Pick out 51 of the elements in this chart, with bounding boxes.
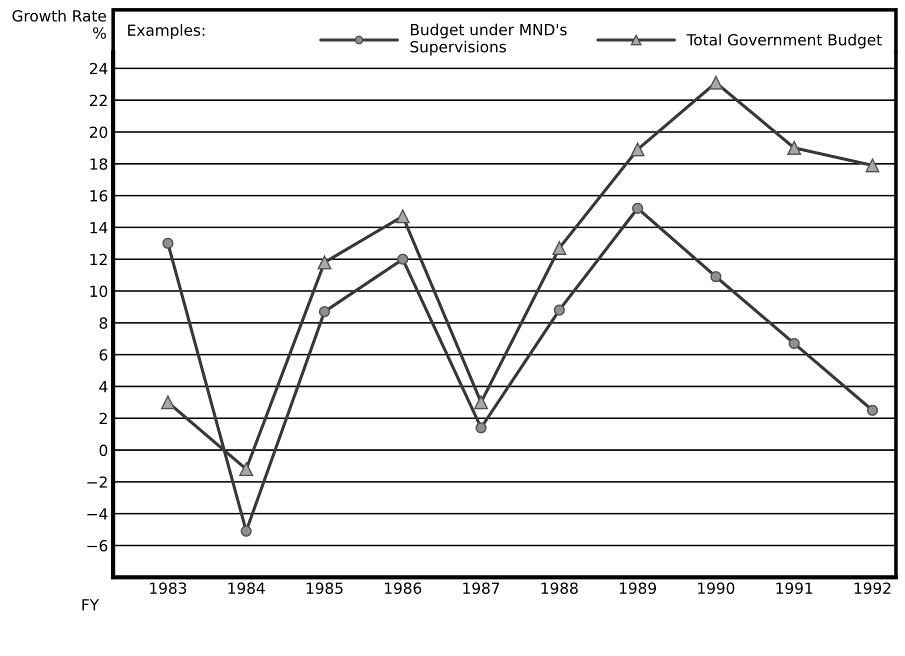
y-tick-label: 12: [90, 254, 107, 266]
point: [866, 158, 880, 172]
x-tick-label: 1988: [542, 582, 578, 594]
legend-label: Budget under MND's Supervisions: [410, 24, 567, 56]
y-tick-label: 16: [90, 190, 108, 202]
point: [160, 395, 175, 410]
point: [552, 241, 566, 256]
y-tick-label: 18: [90, 158, 108, 170]
point: [397, 254, 408, 265]
point: [710, 271, 722, 282]
x-tick-label: 1983: [150, 582, 186, 594]
point: [630, 142, 645, 156]
point: [162, 238, 174, 249]
y-tick-label: 8: [100, 317, 108, 329]
y-tick-label: 2: [100, 412, 107, 424]
y-tick-label: −6: [87, 540, 108, 552]
y-axis-title: Growth Rate %: [12, 10, 106, 39]
point: [632, 202, 644, 214]
point: [239, 462, 254, 476]
point: [788, 338, 800, 350]
x-tick-label: 1987: [463, 582, 500, 594]
point: [318, 306, 330, 318]
y-tick-label: 4: [99, 381, 108, 392]
x-tick-label: 1989: [620, 582, 656, 594]
x-tick-label: 1992: [854, 582, 890, 594]
y-tick-label: 0: [100, 444, 108, 456]
x-tick-label: 1991: [776, 582, 812, 594]
y-tick-label: 20: [90, 126, 108, 138]
point: [318, 255, 332, 270]
point: [474, 395, 488, 410]
point: [396, 209, 410, 224]
point: [475, 422, 487, 434]
x-tick-label: 1984: [228, 582, 265, 594]
y-tick-label: 10: [90, 285, 108, 298]
point: [554, 304, 565, 316]
y-tick-label: 6: [100, 349, 108, 361]
y-tick-label: 22: [90, 94, 107, 106]
point: [866, 404, 878, 416]
y-tick-label: 24: [90, 62, 108, 74]
text: Examples:: [128, 24, 204, 39]
x-tick-label: 1990: [698, 582, 734, 594]
x-tick-label: 1986: [385, 582, 422, 594]
y-tick-label: −2: [87, 476, 107, 488]
point: [240, 526, 252, 537]
y-tick-label: −4: [87, 508, 108, 520]
y-tick-label: 14: [90, 222, 108, 234]
x-axis-title: FY: [82, 599, 100, 610]
point: [787, 140, 802, 155]
legend-label: Total Government Budget: [686, 34, 882, 49]
point: [708, 76, 723, 90]
x-tick-label: 1985: [306, 582, 343, 594]
